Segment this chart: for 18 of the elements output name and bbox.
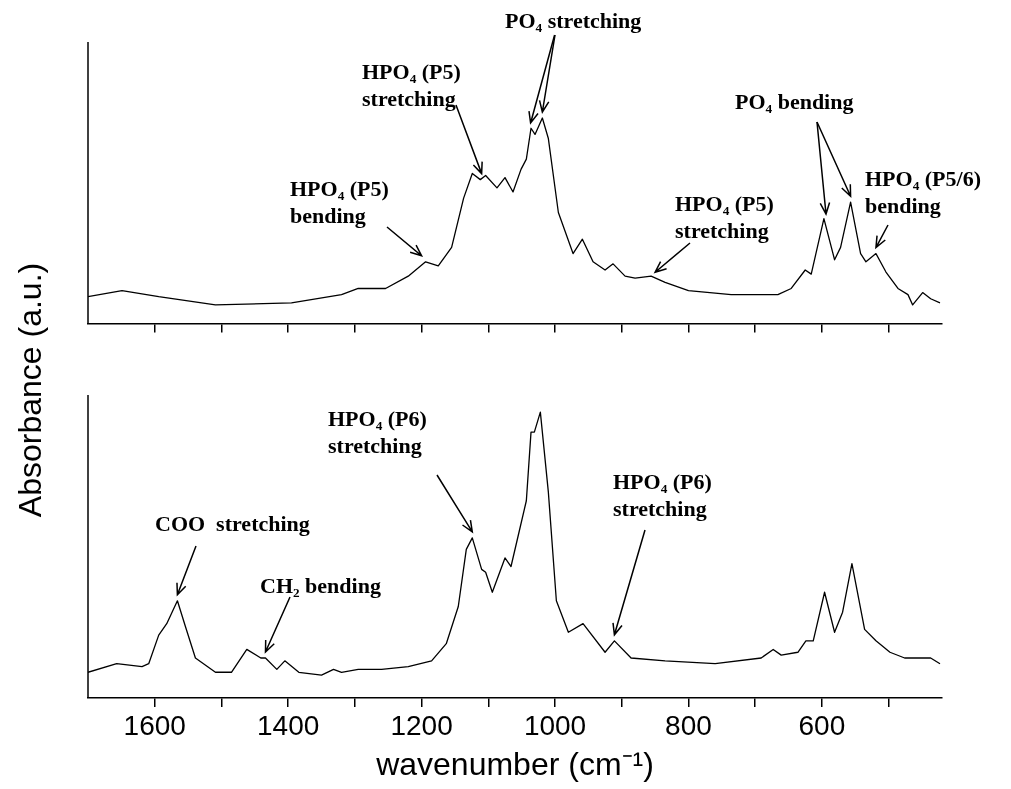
- x-tick-label: 800: [665, 709, 712, 741]
- annotation: CH₂ bending: [260, 572, 381, 598]
- annotation: HPO₄ (P5) stretching: [362, 58, 461, 111]
- annotation: HPO₄ (P5) stretching: [675, 190, 774, 243]
- x-axis-title: wavenumber (cm⁻¹): [375, 745, 654, 782]
- x-tick-label: 600: [798, 709, 846, 741]
- annotation: HPO₄ (P6) stretching: [328, 405, 427, 458]
- annotation: PO₄ stretching: [505, 7, 642, 33]
- annotation: COO stretching: [155, 510, 310, 536]
- x-tick-label: 1400: [257, 709, 320, 741]
- annotation: HPO₄ (P6) stretching: [613, 468, 712, 521]
- x-tick-label: 1000: [523, 709, 587, 741]
- x-tick-label: 1600: [123, 709, 186, 741]
- annotation: HPO₄ (P5/6) bending: [865, 165, 981, 218]
- annotation: PO₄ bending: [735, 88, 854, 114]
- annotation: HPO₄ (P5) bending: [290, 175, 389, 228]
- y-axis-title: Absorbance (a.u.): [11, 262, 49, 518]
- x-tick-label: 1200: [390, 709, 453, 741]
